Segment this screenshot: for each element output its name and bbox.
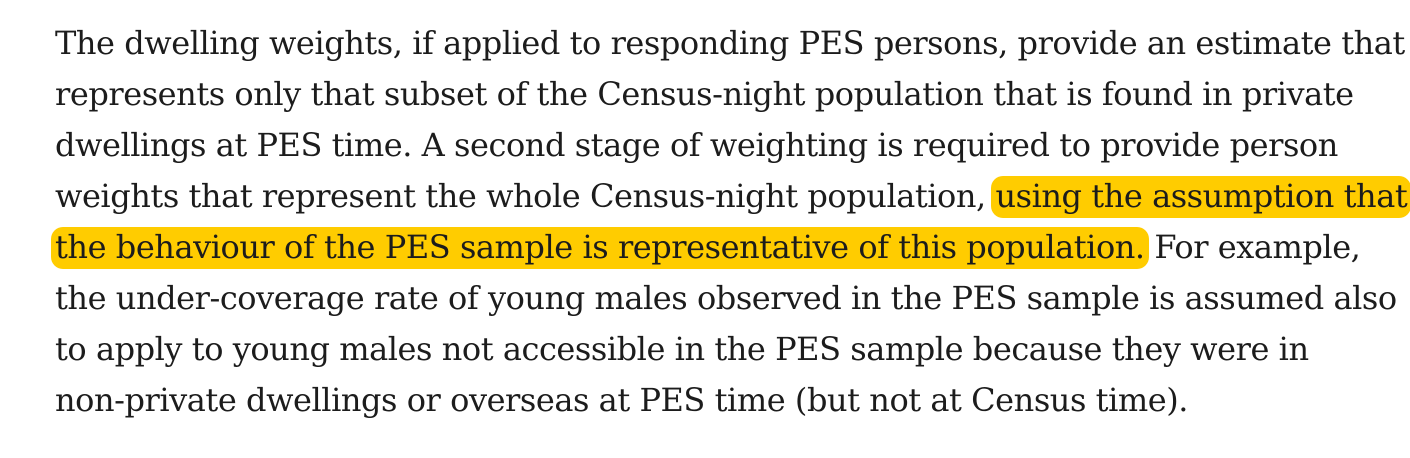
text-line-1: The dwelling weights, if applied to resp… bbox=[55, 24, 1405, 62]
document-paragraph: The dwelling weights, if applied to resp… bbox=[51, 18, 1410, 426]
text-line-8: non-private dwellings or overseas at PES… bbox=[55, 381, 1188, 419]
text-line-4: weights that represent the whole Census-… bbox=[55, 171, 1410, 222]
text-line-4-plain: weights that represent the whole Census-… bbox=[55, 177, 996, 215]
text-line-7: to apply to young males not accessible i… bbox=[55, 330, 1309, 368]
text-line-5: the behaviour of the PES sample is repre… bbox=[51, 222, 1375, 273]
text-line-5-plain: For example, bbox=[1144, 228, 1361, 266]
text-line-3: dwellings at PES time. A second stage of… bbox=[55, 126, 1338, 164]
text-line-2: represents only that subset of the Censu… bbox=[55, 75, 1354, 113]
highlighted-text-part-2: the behaviour of the PES sample is repre… bbox=[51, 227, 1149, 269]
text-line-6: the under-coverage rate of young males o… bbox=[55, 279, 1397, 317]
highlighted-text-part-1: using the assumption that bbox=[991, 176, 1410, 218]
